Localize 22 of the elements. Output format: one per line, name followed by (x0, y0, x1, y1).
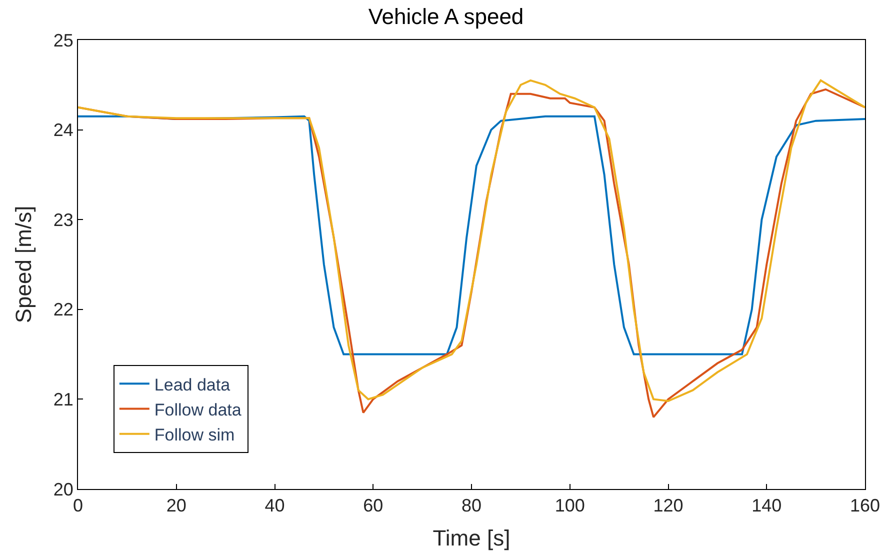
y-tick-label: 25 (53, 30, 74, 50)
x-tick-label: 140 (752, 496, 782, 516)
y-axis-title: Speed [m/s] (11, 206, 36, 324)
y-tick-label: 20 (53, 479, 74, 500)
x-tick-label: 20 (166, 496, 186, 516)
y-tick-label: 24 (53, 120, 74, 140)
x-tick-label: 80 (461, 496, 482, 516)
y-tick-label: 21 (53, 390, 74, 410)
x-tick-label: 0 (72, 496, 84, 516)
x-axis-title: Time [s] (432, 526, 510, 550)
x-tick-label: 60 (363, 496, 384, 516)
line-series (78, 115, 865, 356)
y-tick-label: 22 (53, 300, 74, 320)
legend-label: Follow data (154, 400, 242, 420)
x-tick-label: 100 (554, 496, 585, 516)
x-tick-label: 160 (850, 496, 880, 516)
y-tick-label: 23 (53, 210, 74, 230)
x-tick-label: 120 (653, 496, 684, 516)
chart-title: Vehicle A speed (368, 4, 524, 29)
legend-label: Lead data (154, 375, 231, 394)
legend-label: Follow sim (154, 425, 235, 444)
x-tick-label: 40 (264, 496, 285, 516)
